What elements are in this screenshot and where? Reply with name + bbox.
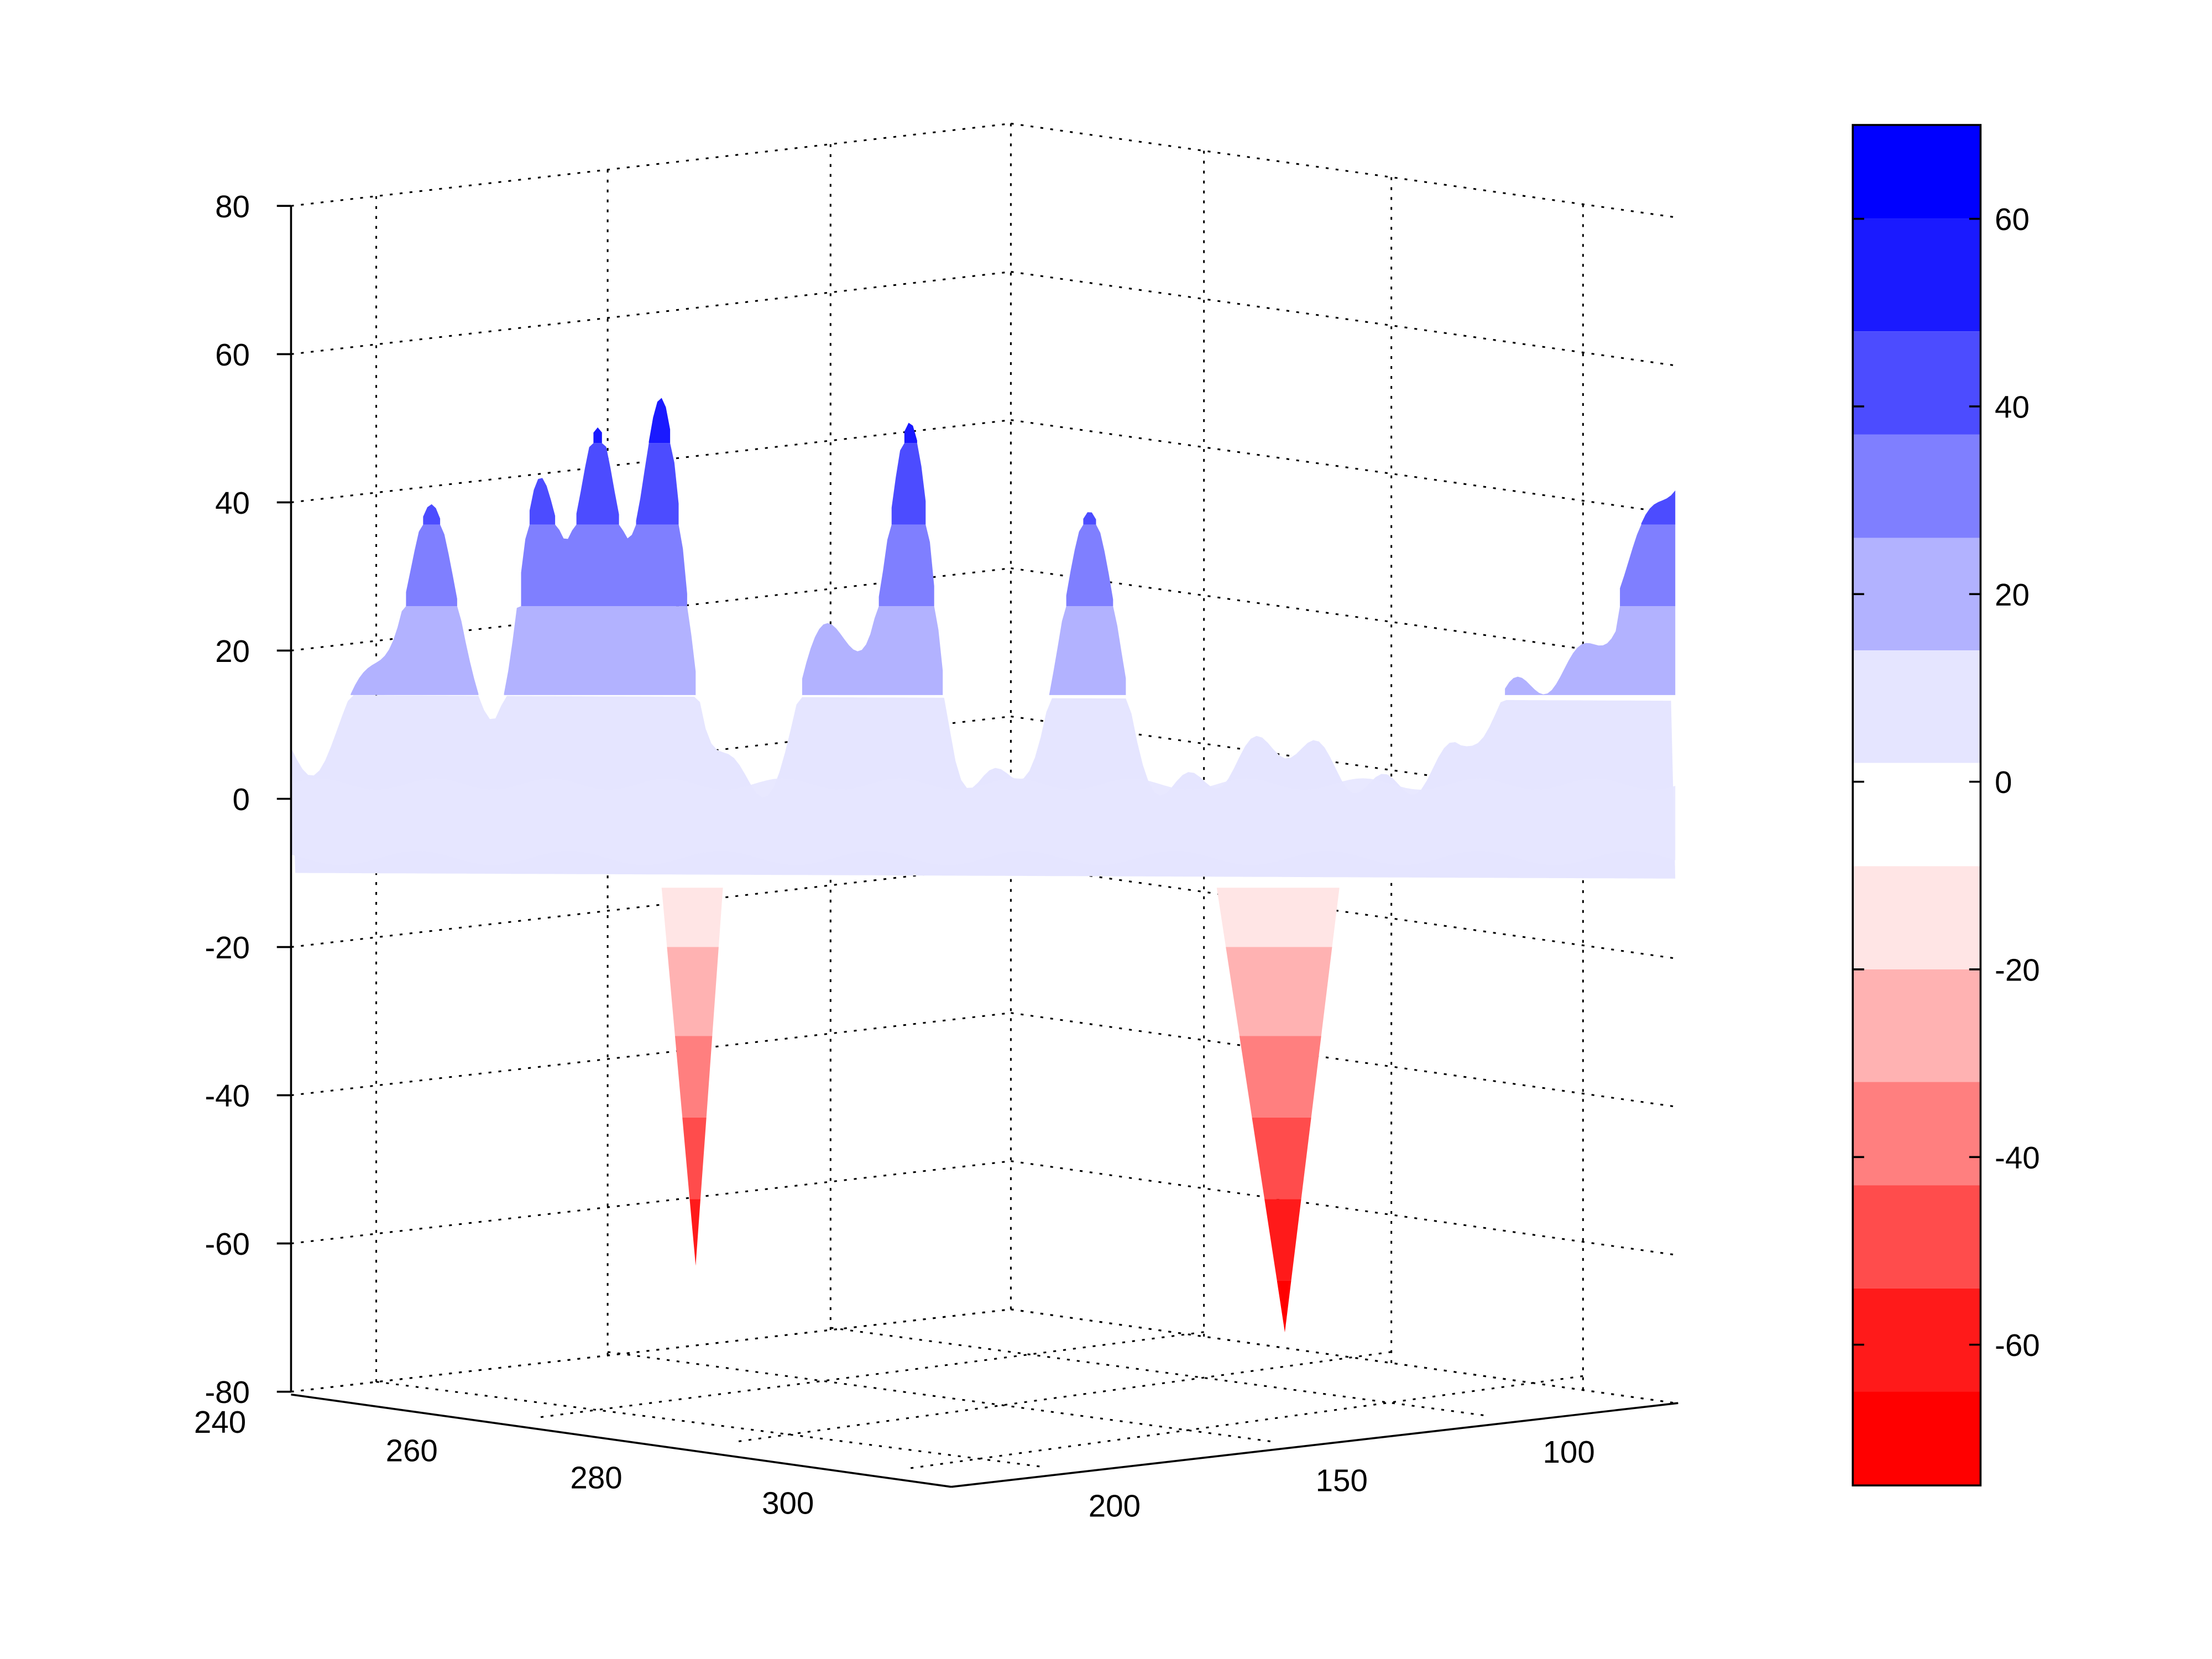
y-tick-label: 280 bbox=[570, 1460, 622, 1495]
y-tick-label: 300 bbox=[762, 1485, 814, 1520]
surface-band bbox=[351, 606, 479, 695]
surface-band bbox=[891, 443, 926, 525]
surface-band bbox=[636, 443, 679, 525]
colorbar-level bbox=[1853, 1391, 1981, 1486]
z-tick-label: -60 bbox=[205, 1227, 250, 1261]
grid-line-z bbox=[291, 419, 1011, 503]
z-tick-label: 40 bbox=[215, 486, 250, 520]
colorbar-level bbox=[1853, 434, 1981, 538]
trough-band bbox=[1239, 1036, 1321, 1118]
z-tick-label: 60 bbox=[215, 337, 250, 372]
colorbar-level bbox=[1853, 1288, 1981, 1392]
y-tick-label: 260 bbox=[386, 1433, 438, 1468]
trough-band bbox=[689, 1199, 700, 1266]
trough-band bbox=[674, 1036, 713, 1118]
surface-band bbox=[1049, 606, 1126, 695]
colorbar-tick-label: 60 bbox=[1995, 202, 2030, 237]
colorbar-level bbox=[1853, 650, 1981, 763]
surface-band bbox=[1066, 524, 1113, 607]
surface-band bbox=[504, 606, 696, 695]
surface-band bbox=[291, 778, 1676, 865]
y-tick-label: 240 bbox=[194, 1405, 246, 1439]
grid-line-z bbox=[291, 122, 1011, 207]
trough-band bbox=[1226, 947, 1332, 1036]
grid-line-z bbox=[1011, 419, 1676, 515]
colorbar-frame bbox=[1852, 124, 1982, 1486]
colorbar: 60 40 20 0 -20 -40 -60 bbox=[1852, 124, 2040, 1486]
surface-band bbox=[802, 606, 943, 695]
z-tick-label: 80 bbox=[215, 189, 250, 224]
grid-line-floor bbox=[376, 1381, 1044, 1468]
surface-band bbox=[1083, 512, 1096, 525]
x-tick-label: 150 bbox=[1316, 1463, 1368, 1498]
surface-band bbox=[1620, 524, 1676, 607]
grid-line-z bbox=[1011, 1160, 1676, 1256]
grid-line-z bbox=[291, 1308, 1011, 1393]
grid-line-floor bbox=[539, 1331, 1204, 1418]
grid-line-z bbox=[1011, 567, 1676, 663]
grid-line-floor bbox=[830, 1327, 1488, 1417]
z-tick-label: -20 bbox=[205, 930, 250, 965]
surface-band bbox=[576, 443, 619, 525]
colorbar-tick-label: -40 bbox=[1995, 1140, 2040, 1175]
z-tick-label: 20 bbox=[215, 634, 250, 669]
colorbar-level bbox=[1853, 538, 1981, 651]
x-axis-line bbox=[951, 1402, 1678, 1488]
grid-line-floor bbox=[1011, 1308, 1676, 1404]
trough-band bbox=[661, 888, 723, 947]
colorbar-tick-label: 20 bbox=[1995, 577, 2030, 612]
grid-line-z bbox=[1011, 270, 1676, 367]
grid-line-z bbox=[291, 864, 1011, 948]
trough-band bbox=[1252, 1117, 1311, 1199]
surface-band bbox=[878, 524, 934, 607]
colorbar-tick-label: 40 bbox=[1995, 390, 2030, 425]
z-tick-label: -80 bbox=[205, 1375, 250, 1410]
grid-line-z bbox=[1011, 1012, 1676, 1108]
surface-band bbox=[1505, 606, 1676, 695]
grid-line-floor bbox=[291, 1308, 1011, 1393]
colorbar-level bbox=[1853, 969, 1981, 1082]
grid-line-z bbox=[291, 270, 1011, 355]
x-tick-label: 100 bbox=[1543, 1434, 1595, 1469]
surface-plot bbox=[291, 398, 1676, 1333]
colorbar-tick-label: -20 bbox=[1995, 953, 2040, 988]
grid-line-z bbox=[291, 1160, 1011, 1245]
colorbar-level bbox=[1853, 124, 1981, 219]
grid-line-floor bbox=[908, 1375, 1583, 1469]
colorbar-level bbox=[1853, 1185, 1981, 1288]
grid-line-z bbox=[1011, 864, 1676, 959]
surface-band bbox=[904, 422, 917, 444]
y-axis-line bbox=[291, 1393, 951, 1488]
colorbar-level bbox=[1853, 218, 1981, 332]
surface-band bbox=[593, 427, 602, 444]
z-tick-label: 0 bbox=[233, 782, 250, 817]
x-tick-label: 200 bbox=[1089, 1489, 1141, 1524]
colorbar-level bbox=[1853, 1082, 1981, 1186]
surface-band bbox=[521, 524, 687, 607]
surface-band bbox=[529, 478, 556, 525]
colorbar-level bbox=[1853, 866, 1981, 969]
colorbar-level bbox=[1853, 763, 1981, 867]
colorbar-level bbox=[1853, 331, 1981, 435]
trough-band bbox=[667, 947, 719, 1036]
trough-band bbox=[1264, 1199, 1301, 1281]
grid-line-z bbox=[291, 1012, 1011, 1097]
grid-line-z bbox=[1011, 122, 1676, 218]
trough-band bbox=[1277, 1280, 1291, 1333]
surface-band bbox=[1641, 490, 1676, 525]
grid-line-floor bbox=[607, 1351, 1271, 1443]
colorbar-tick-label: 0 bbox=[1995, 765, 2012, 800]
surface-band bbox=[423, 504, 441, 525]
grid-line-floor bbox=[738, 1351, 1392, 1443]
surface-band bbox=[649, 398, 671, 444]
surface-band bbox=[406, 524, 457, 607]
z-tick-label: -40 bbox=[205, 1078, 250, 1113]
colorbar-tick-label: -60 bbox=[1995, 1328, 2040, 1363]
trough-band bbox=[1216, 888, 1340, 947]
trough-band bbox=[682, 1117, 707, 1199]
